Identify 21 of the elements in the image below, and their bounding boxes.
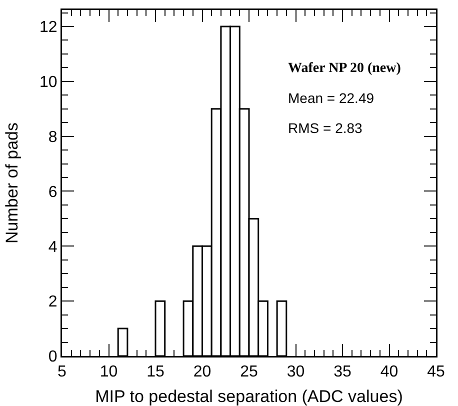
x-tick-label: 15: [146, 364, 164, 381]
y-tick-label: 8: [48, 128, 58, 146]
y-tick-label: 6: [48, 184, 58, 201]
x-tick-label: 45: [427, 364, 445, 381]
y-tick-label: 0: [48, 348, 58, 366]
y-tick-label: 12: [40, 19, 58, 36]
x-tick-label: 30: [286, 364, 305, 381]
x-tick-label: 10: [100, 364, 118, 381]
annotation: RMS = 2.83: [288, 120, 363, 136]
x-tick-label: 5: [58, 364, 67, 381]
x-tick-label: 20: [193, 364, 212, 381]
y-tick-label: 2: [48, 294, 58, 311]
x-tick-label: 40: [380, 364, 398, 381]
x-tick-label: 35: [334, 364, 352, 381]
annotation: Mean = 22.49: [288, 90, 374, 106]
y-tick-label: 10: [40, 74, 58, 91]
annotation: Wafer NP 20 (new): [288, 61, 402, 76]
x-axis-title: MIP to pedestal separation (ADC values): [95, 387, 403, 406]
y-axis-title: Number of pads: [2, 122, 22, 244]
y-tick-label: 4: [48, 238, 58, 256]
x-tick-label: 25: [240, 364, 258, 381]
